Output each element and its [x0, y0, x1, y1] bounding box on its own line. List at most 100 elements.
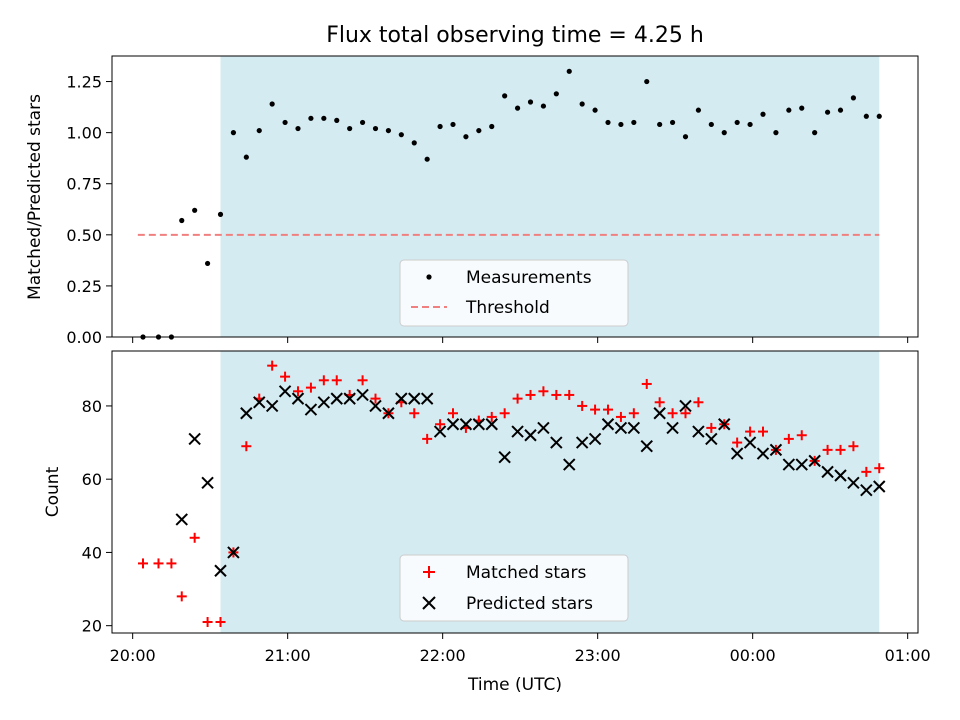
legend-predicted-marker	[422, 596, 436, 610]
measurement-point	[824, 109, 831, 115]
matched-star-point	[693, 397, 704, 408]
measurement-point	[347, 125, 353, 132]
measurement-point	[876, 113, 882, 119]
matched-star-point	[628, 408, 639, 419]
measurement-point	[760, 111, 766, 117]
predicted-star-point	[446, 418, 460, 431]
measurement-point	[179, 217, 185, 224]
measurement-point	[747, 121, 753, 128]
measurement-point	[256, 127, 262, 134]
predicted-star-point	[614, 421, 628, 435]
measurement-point	[708, 121, 714, 128]
top-y-tick-label: 1.25	[66, 73, 102, 92]
predicted-star-point	[627, 421, 641, 435]
matched-star-point	[603, 404, 613, 415]
matched-star-point	[796, 430, 807, 441]
predicted-star-point	[317, 396, 331, 409]
matched-star-point	[280, 371, 291, 382]
x-axis-label: Time (UTC)	[467, 675, 562, 695]
measurement-point	[192, 207, 198, 213]
legend-threshold-label: Threshold	[465, 298, 550, 318]
top-y-tick-label: 0.75	[66, 175, 102, 194]
predicted-star-point	[420, 392, 434, 405]
predicted-star-point	[640, 440, 653, 453]
legend-matched-label: Matched stars	[466, 563, 586, 583]
predicted-star-point	[485, 418, 498, 431]
measurement-point	[359, 119, 366, 126]
matched-star-point	[732, 437, 743, 448]
predicted-star-point	[705, 432, 718, 446]
measurement-point	[385, 127, 392, 134]
matched-star-point	[267, 360, 278, 371]
matched-star-point	[215, 617, 226, 628]
bottom-y-ticks: 20 40 60 80	[82, 397, 112, 636]
measurement-point	[695, 107, 702, 113]
top-x-ticks	[132, 337, 909, 343]
predicted-star-point	[240, 407, 253, 420]
measurement-point	[863, 113, 869, 119]
measurement-point	[540, 103, 547, 109]
predicted-star-point	[408, 392, 421, 405]
predicted-star-point	[821, 465, 834, 479]
predicted-star-point	[524, 429, 537, 442]
measurement-point	[411, 140, 417, 146]
measurement-point	[295, 125, 301, 132]
measurement-point	[721, 130, 727, 136]
matched-star-point	[331, 375, 342, 386]
measurement-point	[308, 115, 314, 121]
matched-star-point	[409, 408, 420, 419]
matched-star-point	[153, 558, 164, 569]
matched-star-point	[615, 411, 626, 422]
measurement-point	[579, 101, 585, 107]
matched-star-point	[512, 393, 523, 404]
bottom-y-tick-label: 20	[82, 617, 102, 636]
matched-star-point	[551, 389, 562, 400]
predicted-star-point	[834, 469, 847, 482]
measurement-point	[476, 127, 482, 134]
bottom-series-group	[138, 360, 886, 628]
predicted-star-point	[278, 385, 292, 398]
top-series-group	[137, 68, 882, 340]
x-tick-label: 21:00	[265, 646, 311, 665]
predicted-star-point	[769, 443, 783, 457]
predicted-star-point	[808, 454, 821, 468]
matched-star-point	[848, 441, 859, 452]
measurement-point	[527, 99, 534, 105]
measurement-point	[282, 119, 288, 126]
bottom-x-ticks: 20:00 21:00 22:00 23:00 00:00 01:00	[110, 633, 931, 665]
bottom-y-axis-label: Count	[43, 466, 63, 517]
predicted-star-point	[175, 513, 188, 526]
measurement-point	[618, 121, 624, 128]
legend-predicted-label: Predicted stars	[466, 594, 593, 614]
predicted-star-point	[679, 399, 692, 413]
predicted-star-point	[692, 425, 705, 438]
predicted-star-point	[575, 436, 589, 449]
measurement-point	[243, 154, 249, 160]
matched-star-point	[680, 408, 691, 419]
legend-matched-marker	[423, 566, 435, 578]
matched-star-point	[577, 400, 588, 411]
matched-star-point	[654, 397, 665, 408]
predicted-star-point	[201, 476, 214, 490]
top-y-tick-label: 0.50	[66, 226, 102, 245]
matched-star-point	[861, 466, 872, 477]
top-y-axis-label: Matched/Predicted stars	[25, 94, 45, 300]
predicted-star-point	[369, 399, 382, 413]
matched-star-point	[138, 558, 148, 569]
top-plot: 0.00 0.25 0.50 0.75 1.00 1.25 Matched/Predict…	[25, 55, 919, 347]
top-y-tick-label: 0.25	[66, 277, 102, 296]
chart-title: Flux total observing time = 4.25 h	[326, 23, 704, 48]
matched-star-point	[835, 444, 846, 455]
matched-star-point	[293, 386, 303, 397]
measurement-point	[334, 117, 340, 123]
measurement-point	[269, 101, 275, 107]
predicted-star-point	[653, 407, 666, 420]
measurement-point	[372, 125, 379, 132]
matched-star-point	[241, 441, 252, 452]
matched-star-point	[435, 419, 446, 430]
x-tick-label: 22:00	[420, 646, 466, 665]
bottom-legend: Matched stars Predicted stars	[399, 554, 629, 622]
predicted-star-point	[666, 421, 679, 435]
